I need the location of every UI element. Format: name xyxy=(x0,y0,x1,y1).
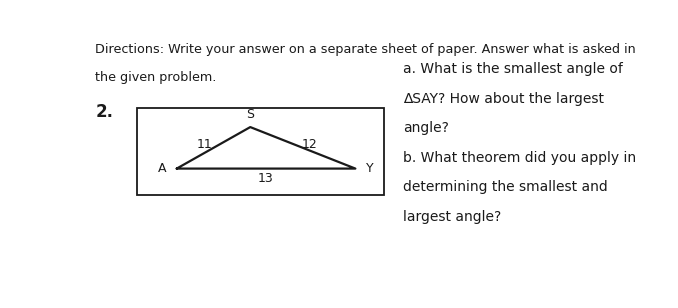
Text: 2.: 2. xyxy=(95,103,113,121)
Text: ∆SAY? How about the largest: ∆SAY? How about the largest xyxy=(403,91,603,106)
Bar xyxy=(137,108,384,195)
Text: largest angle?: largest angle? xyxy=(403,210,501,224)
Text: Y: Y xyxy=(366,162,374,175)
Text: b. What theorem did you apply in: b. What theorem did you apply in xyxy=(403,151,636,165)
Text: a. What is the smallest angle of: a. What is the smallest angle of xyxy=(403,62,622,76)
Text: the given problem.: the given problem. xyxy=(95,71,217,84)
Text: S: S xyxy=(246,108,254,121)
Text: 11: 11 xyxy=(197,138,212,151)
Text: determining the smallest and: determining the smallest and xyxy=(403,180,607,194)
Text: A: A xyxy=(158,162,166,175)
Text: 12: 12 xyxy=(302,138,317,151)
Text: 13: 13 xyxy=(258,172,274,184)
Text: angle?: angle? xyxy=(403,121,449,135)
Text: Directions: Write your answer on a separate sheet of paper. Answer what is asked: Directions: Write your answer on a separ… xyxy=(95,43,636,56)
